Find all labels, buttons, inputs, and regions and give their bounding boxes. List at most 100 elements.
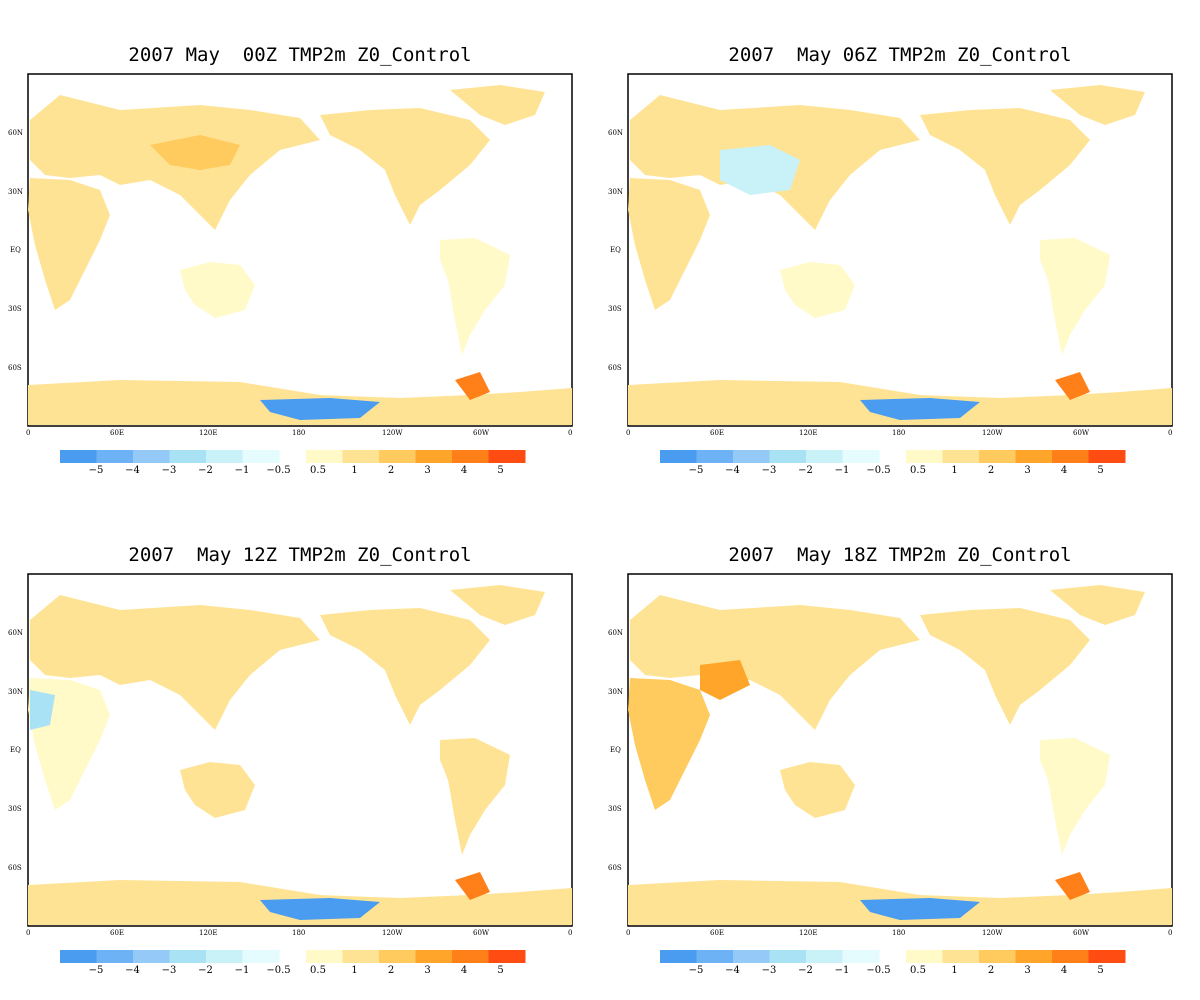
colorbar-swatch-negative (806, 950, 843, 963)
x-axis-ticks: 0 60E 120E 180 120W 60W 0 (626, 929, 1172, 937)
colorbar-label-negative: −3 (162, 465, 177, 476)
colorbar: −5 −4 −3 −2 −1 −0.5 0.5 1 2 3 4 5 (60, 450, 526, 476)
tick-label-60n: 60N (8, 129, 23, 137)
colorbar-swatch-positive (488, 450, 526, 463)
colorbar-label-negative: −4 (125, 965, 140, 976)
tick-label-60n: 60N (608, 129, 623, 137)
colorbar-label-negative: −1 (835, 965, 850, 976)
colorbar-swatch-negative (769, 450, 807, 463)
tick-label-30n: 30N (8, 688, 23, 696)
colorbar-label-negative: −1 (835, 465, 850, 476)
colorbar-label-negative: −2 (198, 465, 213, 476)
map-panel-12z: 2007 May 12Z TMP2m Z0_Control 60N 30N EQ… (0, 500, 600, 1000)
colorbar-label-positive: 2 (988, 465, 994, 476)
land-anomaly-fill (28, 585, 572, 925)
colorbar-swatch-negative (660, 950, 697, 963)
tick-label-120w: 120W (982, 429, 1003, 437)
colorbar-swatch-negative (696, 950, 734, 963)
colorbar-label-positive: 1 (351, 965, 357, 976)
colorbar-label-positive: 2 (988, 965, 994, 976)
colorbar-label-negative: −4 (725, 465, 740, 476)
tick-label-180: 180 (892, 929, 905, 937)
colorbar-label-positive: 0.5 (310, 965, 326, 976)
colorbar-swatch-positive (306, 950, 343, 963)
tick-label-60e: 60E (710, 429, 724, 437)
colorbar-swatch-positive (906, 450, 943, 463)
colorbar-swatch-positive (379, 950, 416, 963)
tick-label-0: 0 (626, 429, 630, 437)
colorbar-swatch-positive (942, 950, 980, 963)
colorbar: −5 −4 −3 −2 −1 −0.5 0.5 1 2 3 4 5 (60, 950, 526, 976)
tick-label-0: 0 (26, 929, 30, 937)
colorbar-label-negative: −2 (798, 465, 813, 476)
colorbar-label-positive: 3 (424, 965, 430, 976)
colorbar-swatch-negative (842, 950, 880, 963)
tick-label-120e: 120E (799, 929, 817, 937)
colorbar-label-negative: −1 (235, 465, 250, 476)
tick-label-120e: 120E (199, 929, 217, 937)
colorbar-swatch-negative (733, 950, 770, 963)
panel-title: 2007 May 18Z TMP2m Z0_Control (728, 544, 1072, 566)
colorbar-label-positive: 3 (1024, 465, 1030, 476)
tick-label-60w: 60W (1073, 929, 1090, 937)
colorbar-swatch-positive (342, 950, 380, 963)
tick-label-120w: 120W (382, 929, 403, 937)
tick-label-0: 0 (26, 429, 30, 437)
tick-label-0-end: 0 (1168, 929, 1172, 937)
map-figure: 60N 30N EQ 30S 60S 0 60E 120E 180 120W 6… (608, 573, 1173, 976)
colorbar-label-positive: 0.5 (910, 465, 926, 476)
colorbar-label-positive: 3 (1024, 965, 1030, 976)
colorbar-label-positive: 4 (1061, 465, 1067, 476)
tick-label-30s: 30S (8, 305, 22, 313)
tick-label-180: 180 (292, 429, 305, 437)
colorbar-label-positive: 1 (351, 465, 357, 476)
y-axis-ticks: 60N 30N EQ 30S 60S (608, 629, 623, 872)
colorbar-swatch-positive (415, 950, 453, 963)
y-axis-ticks: 60N 30N EQ 30S 60S (8, 129, 23, 372)
tick-label-60e: 60E (110, 429, 124, 437)
tick-label-30s: 30S (8, 805, 22, 813)
colorbar-swatch-negative (242, 950, 280, 963)
colorbar-label-positive: 2 (388, 465, 394, 476)
tick-label-60s: 60S (8, 364, 22, 372)
x-axis-ticks: 0 60E 120E 180 120W 60W 0 (626, 429, 1172, 437)
colorbar: −5 −4 −3 −2 −1 −0.5 0.5 1 2 3 4 5 (660, 950, 1126, 976)
panel-title: 2007 May 06Z TMP2m Z0_Control (728, 44, 1072, 66)
colorbar-label-negative: −4 (125, 465, 140, 476)
colorbar-swatch-positive (906, 950, 943, 963)
colorbar-label-negative: −0.5 (866, 965, 890, 976)
colorbar-swatch-negative (769, 950, 807, 963)
colorbar-swatch-negative (660, 450, 697, 463)
colorbar-swatch-negative (842, 450, 880, 463)
colorbar-label-negative: −0.5 (266, 965, 290, 976)
tick-label-60w: 60W (473, 929, 490, 937)
colorbar-swatch-negative (60, 950, 97, 963)
colorbar-label-negative: −5 (689, 965, 704, 976)
colorbar-swatch-positive (1015, 450, 1053, 463)
tick-label-0-end: 0 (568, 929, 572, 937)
colorbar-swatch-negative (96, 950, 134, 963)
colorbar-label-negative: −0.5 (866, 465, 890, 476)
tick-label-30s: 30S (608, 805, 622, 813)
tick-label-30n: 30N (608, 688, 623, 696)
tick-label-60w: 60W (473, 429, 490, 437)
colorbar-swatch-positive (379, 450, 416, 463)
colorbar-swatch-positive (306, 450, 343, 463)
colorbar-swatch-negative (806, 450, 843, 463)
colorbar-label-negative: −4 (725, 965, 740, 976)
colorbar-label-negative: −0.5 (266, 465, 290, 476)
colorbar-label-negative: −5 (689, 465, 704, 476)
land-anomaly-fill (628, 585, 1172, 925)
colorbar: −5 −4 −3 −2 −1 −0.5 0.5 1 2 3 4 5 (660, 450, 1126, 476)
colorbar-swatch-negative (133, 450, 170, 463)
tick-label-60s: 60S (608, 364, 622, 372)
colorbar-label-negative: −5 (89, 465, 104, 476)
tick-label-120w: 120W (982, 929, 1003, 937)
tick-label-eq: EQ (10, 746, 21, 754)
map-figure: 60N 30N EQ 30S 60S 0 60E 120E 180 120W 6… (608, 73, 1173, 476)
tick-label-120e: 120E (199, 429, 217, 437)
colorbar-label-positive: 0.5 (310, 465, 326, 476)
colorbar-label-positive: 4 (461, 965, 467, 976)
tick-label-60s: 60S (8, 864, 22, 872)
map-panel-18z: 2007 May 18Z TMP2m Z0_Control 60N 30N EQ… (600, 500, 1200, 1000)
